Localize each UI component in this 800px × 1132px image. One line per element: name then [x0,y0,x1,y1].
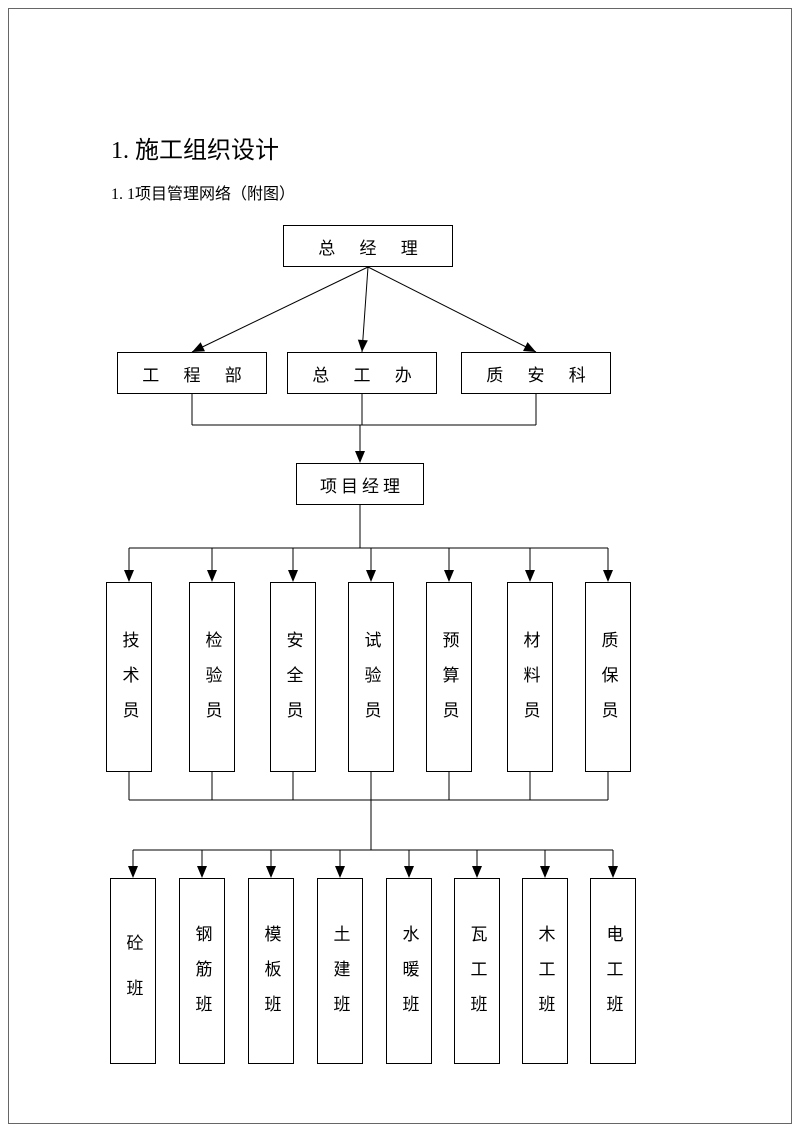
node-concrete-team: 砼班 [110,878,156,1064]
node-tester: 试验员 [348,582,394,772]
node-technician: 技术员 [106,582,152,772]
node-masonry-team: 瓦工班 [454,878,500,1064]
node-rebar-team: 钢筋班 [179,878,225,1064]
node-project-manager: 项目经理 [296,463,424,505]
node-safety-officer: 安全员 [270,582,316,772]
node-budgeter: 预算员 [426,582,472,772]
section-subtitle: 1. 1项目管理网络（附图） [111,180,295,204]
node-inspector: 检验员 [189,582,235,772]
node-engineering-dept: 工 程 部 [117,352,267,394]
node-civil-team: 土建班 [317,878,363,1064]
node-chief-engineer-office: 总 工 办 [287,352,437,394]
section-title: 1. 施工组织设计 [111,130,279,165]
node-plumbing-team: 水暖班 [386,878,432,1064]
node-quality-safety-dept: 质 安 科 [461,352,611,394]
node-general-manager: 总 经 理 [283,225,453,267]
node-material-officer: 材料员 [507,582,553,772]
node-carpentry-team: 木工班 [522,878,568,1064]
node-electrical-team: 电工班 [590,878,636,1064]
node-quality-assurance: 质保员 [585,582,631,772]
node-formwork-team: 模板班 [248,878,294,1064]
